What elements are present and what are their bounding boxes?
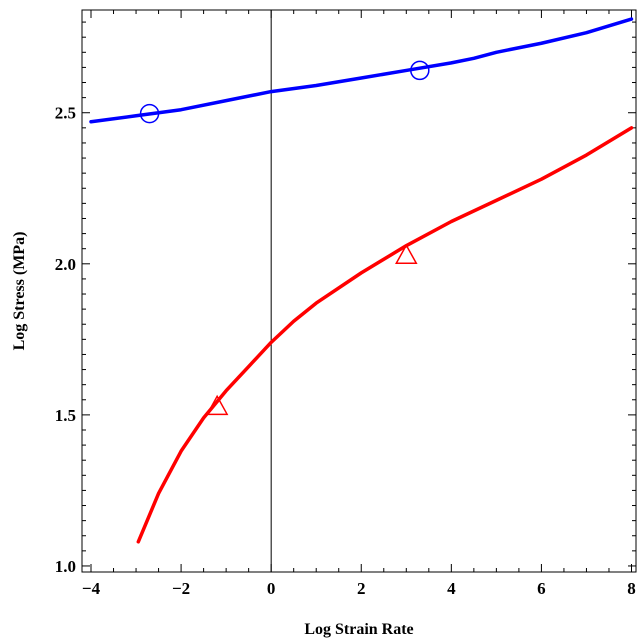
x-tick-label: 6	[537, 579, 546, 598]
x-tick-label: −2	[172, 579, 190, 598]
y-tick-label: 1.5	[55, 406, 76, 425]
series-line-2	[136, 126, 634, 544]
series-line-1	[89, 17, 634, 124]
tick-labels: −4 −2 0 2 4 6 8 1.0 1.5 2.0 2.5	[55, 104, 636, 598]
y-tick-label: 2.0	[55, 255, 76, 274]
tick-marks	[82, 10, 636, 572]
plot-frame	[81, 9, 637, 573]
circle-marker	[139, 103, 160, 124]
x-tick-label: 8	[627, 579, 636, 598]
y-tick-label: 1.0	[55, 557, 76, 576]
y-tick-label: 2.5	[55, 104, 76, 123]
triangle-marker	[205, 394, 229, 416]
x-tick-label: 2	[357, 579, 366, 598]
triangle-marker	[395, 243, 418, 264]
x-tick-label: 0	[267, 579, 276, 598]
marker-group	[139, 60, 430, 416]
series-group	[89, 17, 634, 544]
x-tick-label: −4	[82, 579, 101, 598]
x-axis-title: Log Strain Rate	[304, 621, 413, 638]
y-axis-title: Log Stress (MPa)	[11, 232, 28, 351]
circle-marker	[410, 60, 430, 81]
x-tick-label: 4	[447, 579, 456, 598]
